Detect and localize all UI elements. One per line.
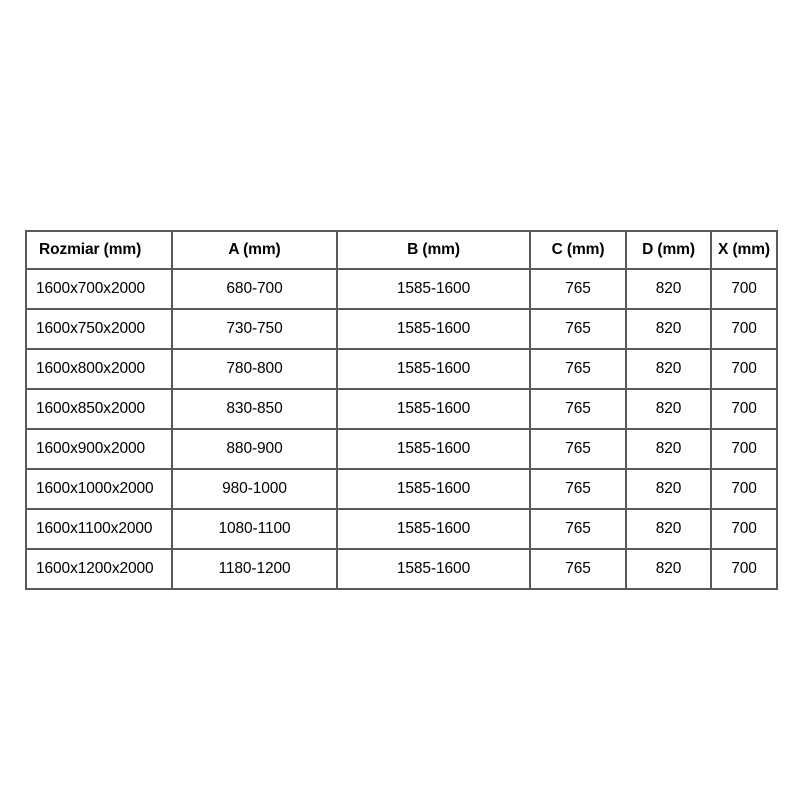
cell-c: 765 (529, 428, 627, 470)
cell-c: 765 (529, 388, 627, 430)
cell-x: 700 (710, 428, 778, 470)
cell-c: 765 (529, 468, 627, 510)
cell-rozmiar: 1600x900x2000 (25, 428, 173, 470)
cell-a: 680-700 (171, 268, 338, 310)
column-header-d: D (mm) (625, 230, 712, 270)
cell-b: 1585-1600 (336, 388, 531, 430)
cell-rozmiar: 1600x1000x2000 (25, 468, 173, 510)
table-row: 1600x750x2000 730-750 1585-1600 765 820 … (25, 308, 778, 350)
table-row: 1600x1000x2000 980-1000 1585-1600 765 82… (25, 468, 778, 510)
column-header-a: A (mm) (171, 230, 338, 270)
table-row: 1600x850x2000 830-850 1585-1600 765 820 … (25, 388, 778, 430)
cell-x: 700 (710, 508, 778, 550)
cell-rozmiar: 1600x800x2000 (25, 348, 173, 390)
column-header-x: X (mm) (710, 230, 778, 270)
cell-d: 820 (625, 428, 712, 470)
table-header: Rozmiar (mm) A (mm) B (mm) C (mm) D (mm)… (25, 230, 778, 270)
cell-d: 820 (625, 508, 712, 550)
cell-d: 820 (625, 308, 712, 350)
cell-a: 780-800 (171, 348, 338, 390)
cell-c: 765 (529, 308, 627, 350)
cell-b: 1585-1600 (336, 308, 531, 350)
cell-b: 1585-1600 (336, 508, 531, 550)
cell-b: 1585-1600 (336, 348, 531, 390)
cell-c: 765 (529, 548, 627, 590)
table-body: 1600x700x2000 680-700 1585-1600 765 820 … (25, 268, 778, 590)
cell-b: 1585-1600 (336, 428, 531, 470)
table-row: 1600x1200x2000 1180-1200 1585-1600 765 8… (25, 548, 778, 590)
column-header-rozmiar: Rozmiar (mm) (25, 230, 173, 270)
column-header-c: C (mm) (529, 230, 627, 270)
cell-x: 700 (710, 468, 778, 510)
cell-a: 830-850 (171, 388, 338, 430)
cell-a: 730-750 (171, 308, 338, 350)
cell-d: 820 (625, 468, 712, 510)
cell-d: 820 (625, 268, 712, 310)
cell-c: 765 (529, 268, 627, 310)
table-row: 1600x900x2000 880-900 1585-1600 765 820 … (25, 428, 778, 470)
specification-table-container: Rozmiar (mm) A (mm) B (mm) C (mm) D (mm)… (25, 230, 778, 590)
cell-a: 1080-1100 (171, 508, 338, 550)
cell-d: 820 (625, 548, 712, 590)
cell-x: 700 (710, 348, 778, 390)
cell-a: 880-900 (171, 428, 338, 470)
cell-x: 700 (710, 388, 778, 430)
cell-x: 700 (710, 548, 778, 590)
cell-x: 700 (710, 268, 778, 310)
table-row: 1600x1100x2000 1080-1100 1585-1600 765 8… (25, 508, 778, 550)
specification-table: Rozmiar (mm) A (mm) B (mm) C (mm) D (mm)… (25, 230, 778, 590)
cell-a: 1180-1200 (171, 548, 338, 590)
cell-rozmiar: 1600x1200x2000 (25, 548, 173, 590)
cell-b: 1585-1600 (336, 268, 531, 310)
table-row: 1600x800x2000 780-800 1585-1600 765 820 … (25, 348, 778, 390)
cell-rozmiar: 1600x1100x2000 (25, 508, 173, 550)
cell-c: 765 (529, 508, 627, 550)
cell-d: 820 (625, 348, 712, 390)
cell-b: 1585-1600 (336, 468, 531, 510)
column-header-b: B (mm) (336, 230, 531, 270)
table-header-row: Rozmiar (mm) A (mm) B (mm) C (mm) D (mm)… (25, 230, 778, 270)
cell-b: 1585-1600 (336, 548, 531, 590)
cell-x: 700 (710, 308, 778, 350)
cell-a: 980-1000 (171, 468, 338, 510)
cell-rozmiar: 1600x850x2000 (25, 388, 173, 430)
cell-c: 765 (529, 348, 627, 390)
cell-rozmiar: 1600x750x2000 (25, 308, 173, 350)
table-row: 1600x700x2000 680-700 1585-1600 765 820 … (25, 268, 778, 310)
cell-rozmiar: 1600x700x2000 (25, 268, 173, 310)
cell-d: 820 (625, 388, 712, 430)
